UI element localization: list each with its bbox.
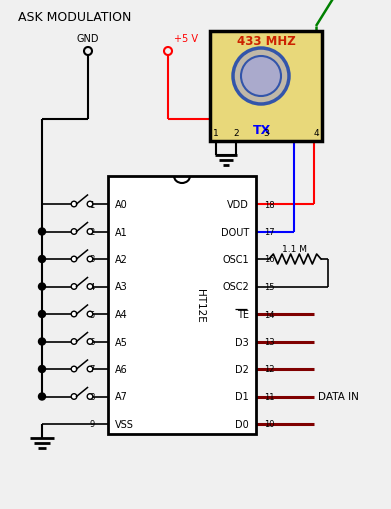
Text: 12: 12 [264,365,274,374]
Text: A2: A2 [115,254,128,265]
Circle shape [164,48,172,56]
Text: HT12E: HT12E [195,289,205,322]
Text: A7: A7 [115,392,128,402]
Circle shape [38,338,45,345]
Circle shape [71,394,77,400]
Text: 1.1 M: 1.1 M [283,244,307,253]
Circle shape [71,229,77,235]
Text: 8: 8 [89,392,95,401]
Text: A4: A4 [115,309,128,319]
Text: TX: TX [253,123,271,136]
Text: A6: A6 [115,364,128,374]
Text: D0: D0 [235,419,249,429]
Text: OSC2: OSC2 [222,282,249,292]
Text: 13: 13 [264,337,274,346]
Text: A1: A1 [115,227,128,237]
Text: 6: 6 [89,337,95,346]
Circle shape [38,256,45,263]
Circle shape [87,257,93,262]
Text: GND: GND [77,34,99,44]
Text: A5: A5 [115,337,128,347]
Text: TE: TE [237,309,249,319]
Circle shape [71,339,77,345]
Text: A3: A3 [115,282,128,292]
Text: 2: 2 [90,228,95,237]
Text: 433 MHZ: 433 MHZ [237,35,295,47]
Circle shape [233,49,289,105]
Text: 3: 3 [263,129,269,138]
Circle shape [71,257,77,262]
Bar [108,177,256,434]
Bar [210,32,322,142]
Text: DATA IN: DATA IN [318,392,359,402]
Text: ASK MODULATION: ASK MODULATION [18,11,131,23]
Circle shape [87,202,93,207]
Text: 17: 17 [264,228,274,237]
Text: 2: 2 [233,129,239,138]
Text: VSS: VSS [115,419,134,429]
Text: D2: D2 [235,364,249,374]
Circle shape [87,339,93,345]
Circle shape [241,57,281,97]
Circle shape [38,366,45,373]
Text: 1: 1 [213,129,219,138]
Circle shape [71,202,77,207]
Text: 16: 16 [264,255,274,264]
Circle shape [84,48,92,56]
Circle shape [38,393,45,400]
Circle shape [87,312,93,317]
Circle shape [71,366,77,372]
Circle shape [71,284,77,290]
Circle shape [38,311,45,318]
Text: 3: 3 [89,255,95,264]
Circle shape [71,312,77,317]
Circle shape [38,229,45,236]
Circle shape [87,229,93,235]
Text: 10: 10 [264,420,274,429]
Circle shape [87,366,93,372]
Text: 4: 4 [313,129,319,138]
Text: +5 V: +5 V [174,34,198,44]
Text: D3: D3 [235,337,249,347]
Circle shape [87,284,93,290]
Text: 15: 15 [264,282,274,292]
Circle shape [38,284,45,291]
Text: DOUT: DOUT [221,227,249,237]
Text: A0: A0 [115,200,128,210]
Text: 18: 18 [264,200,274,209]
Text: 5: 5 [90,310,95,319]
Text: 14: 14 [264,310,274,319]
Text: 4: 4 [90,282,95,292]
Text: OSC1: OSC1 [222,254,249,265]
Circle shape [87,394,93,400]
Text: 7: 7 [89,365,95,374]
Text: VDD: VDD [227,200,249,210]
Text: 1: 1 [90,200,95,209]
Text: 11: 11 [264,392,274,401]
Text: 9: 9 [90,420,95,429]
Text: D1: D1 [235,392,249,402]
